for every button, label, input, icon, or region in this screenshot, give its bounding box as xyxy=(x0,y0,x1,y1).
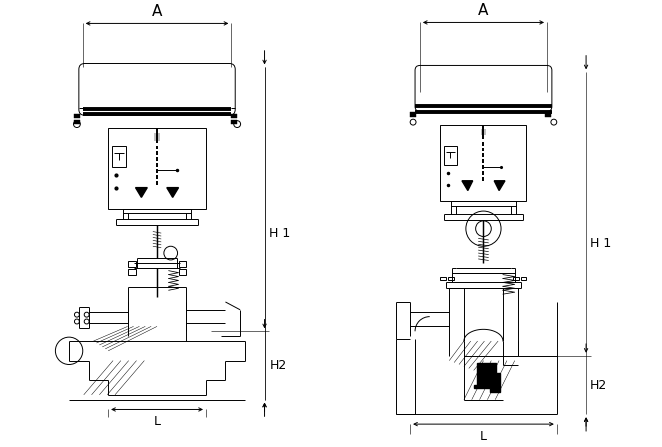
Bar xyxy=(513,277,518,280)
Bar xyxy=(128,269,136,274)
Text: H 1: H 1 xyxy=(590,237,611,250)
Bar xyxy=(231,114,237,118)
Bar xyxy=(440,277,446,280)
Text: H 1: H 1 xyxy=(269,227,291,240)
Text: A: A xyxy=(152,4,162,18)
Bar xyxy=(444,146,457,165)
Polygon shape xyxy=(462,181,473,190)
Bar xyxy=(410,112,416,117)
Bar xyxy=(520,277,526,280)
Bar xyxy=(179,261,187,267)
Polygon shape xyxy=(136,188,147,198)
Bar xyxy=(448,277,454,280)
Text: L: L xyxy=(480,430,487,443)
Bar xyxy=(108,128,206,209)
Bar xyxy=(179,269,187,274)
Bar xyxy=(74,114,80,118)
Text: H2: H2 xyxy=(269,359,287,372)
Bar xyxy=(231,120,237,124)
Polygon shape xyxy=(474,363,500,392)
Text: L: L xyxy=(154,415,161,428)
Bar xyxy=(545,112,551,117)
Bar xyxy=(112,146,126,167)
Polygon shape xyxy=(167,188,179,198)
Text: H2: H2 xyxy=(590,379,607,392)
Text: A: A xyxy=(478,3,489,17)
Bar xyxy=(74,120,80,124)
Bar xyxy=(128,261,136,267)
Bar xyxy=(440,125,526,201)
Polygon shape xyxy=(495,181,505,190)
